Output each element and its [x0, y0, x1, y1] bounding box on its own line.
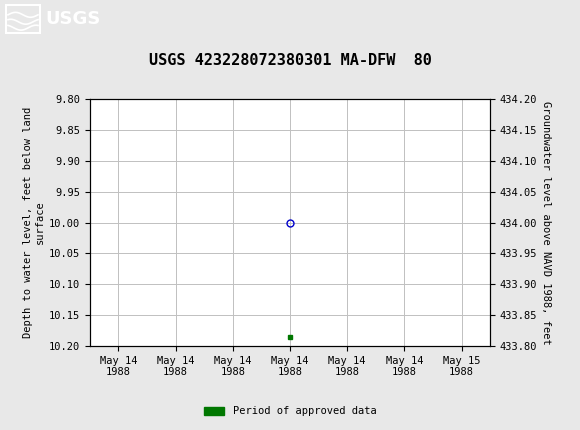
Text: USGS 423228072380301 MA-DFW  80: USGS 423228072380301 MA-DFW 80 — [148, 53, 432, 68]
Legend: Period of approved data: Period of approved data — [200, 402, 380, 421]
Y-axis label: Groundwater level above NAVD 1988, feet: Groundwater level above NAVD 1988, feet — [542, 101, 552, 344]
Y-axis label: Depth to water level, feet below land
surface: Depth to water level, feet below land su… — [23, 107, 45, 338]
Text: USGS: USGS — [45, 10, 100, 28]
Bar — [6, 5, 40, 33]
